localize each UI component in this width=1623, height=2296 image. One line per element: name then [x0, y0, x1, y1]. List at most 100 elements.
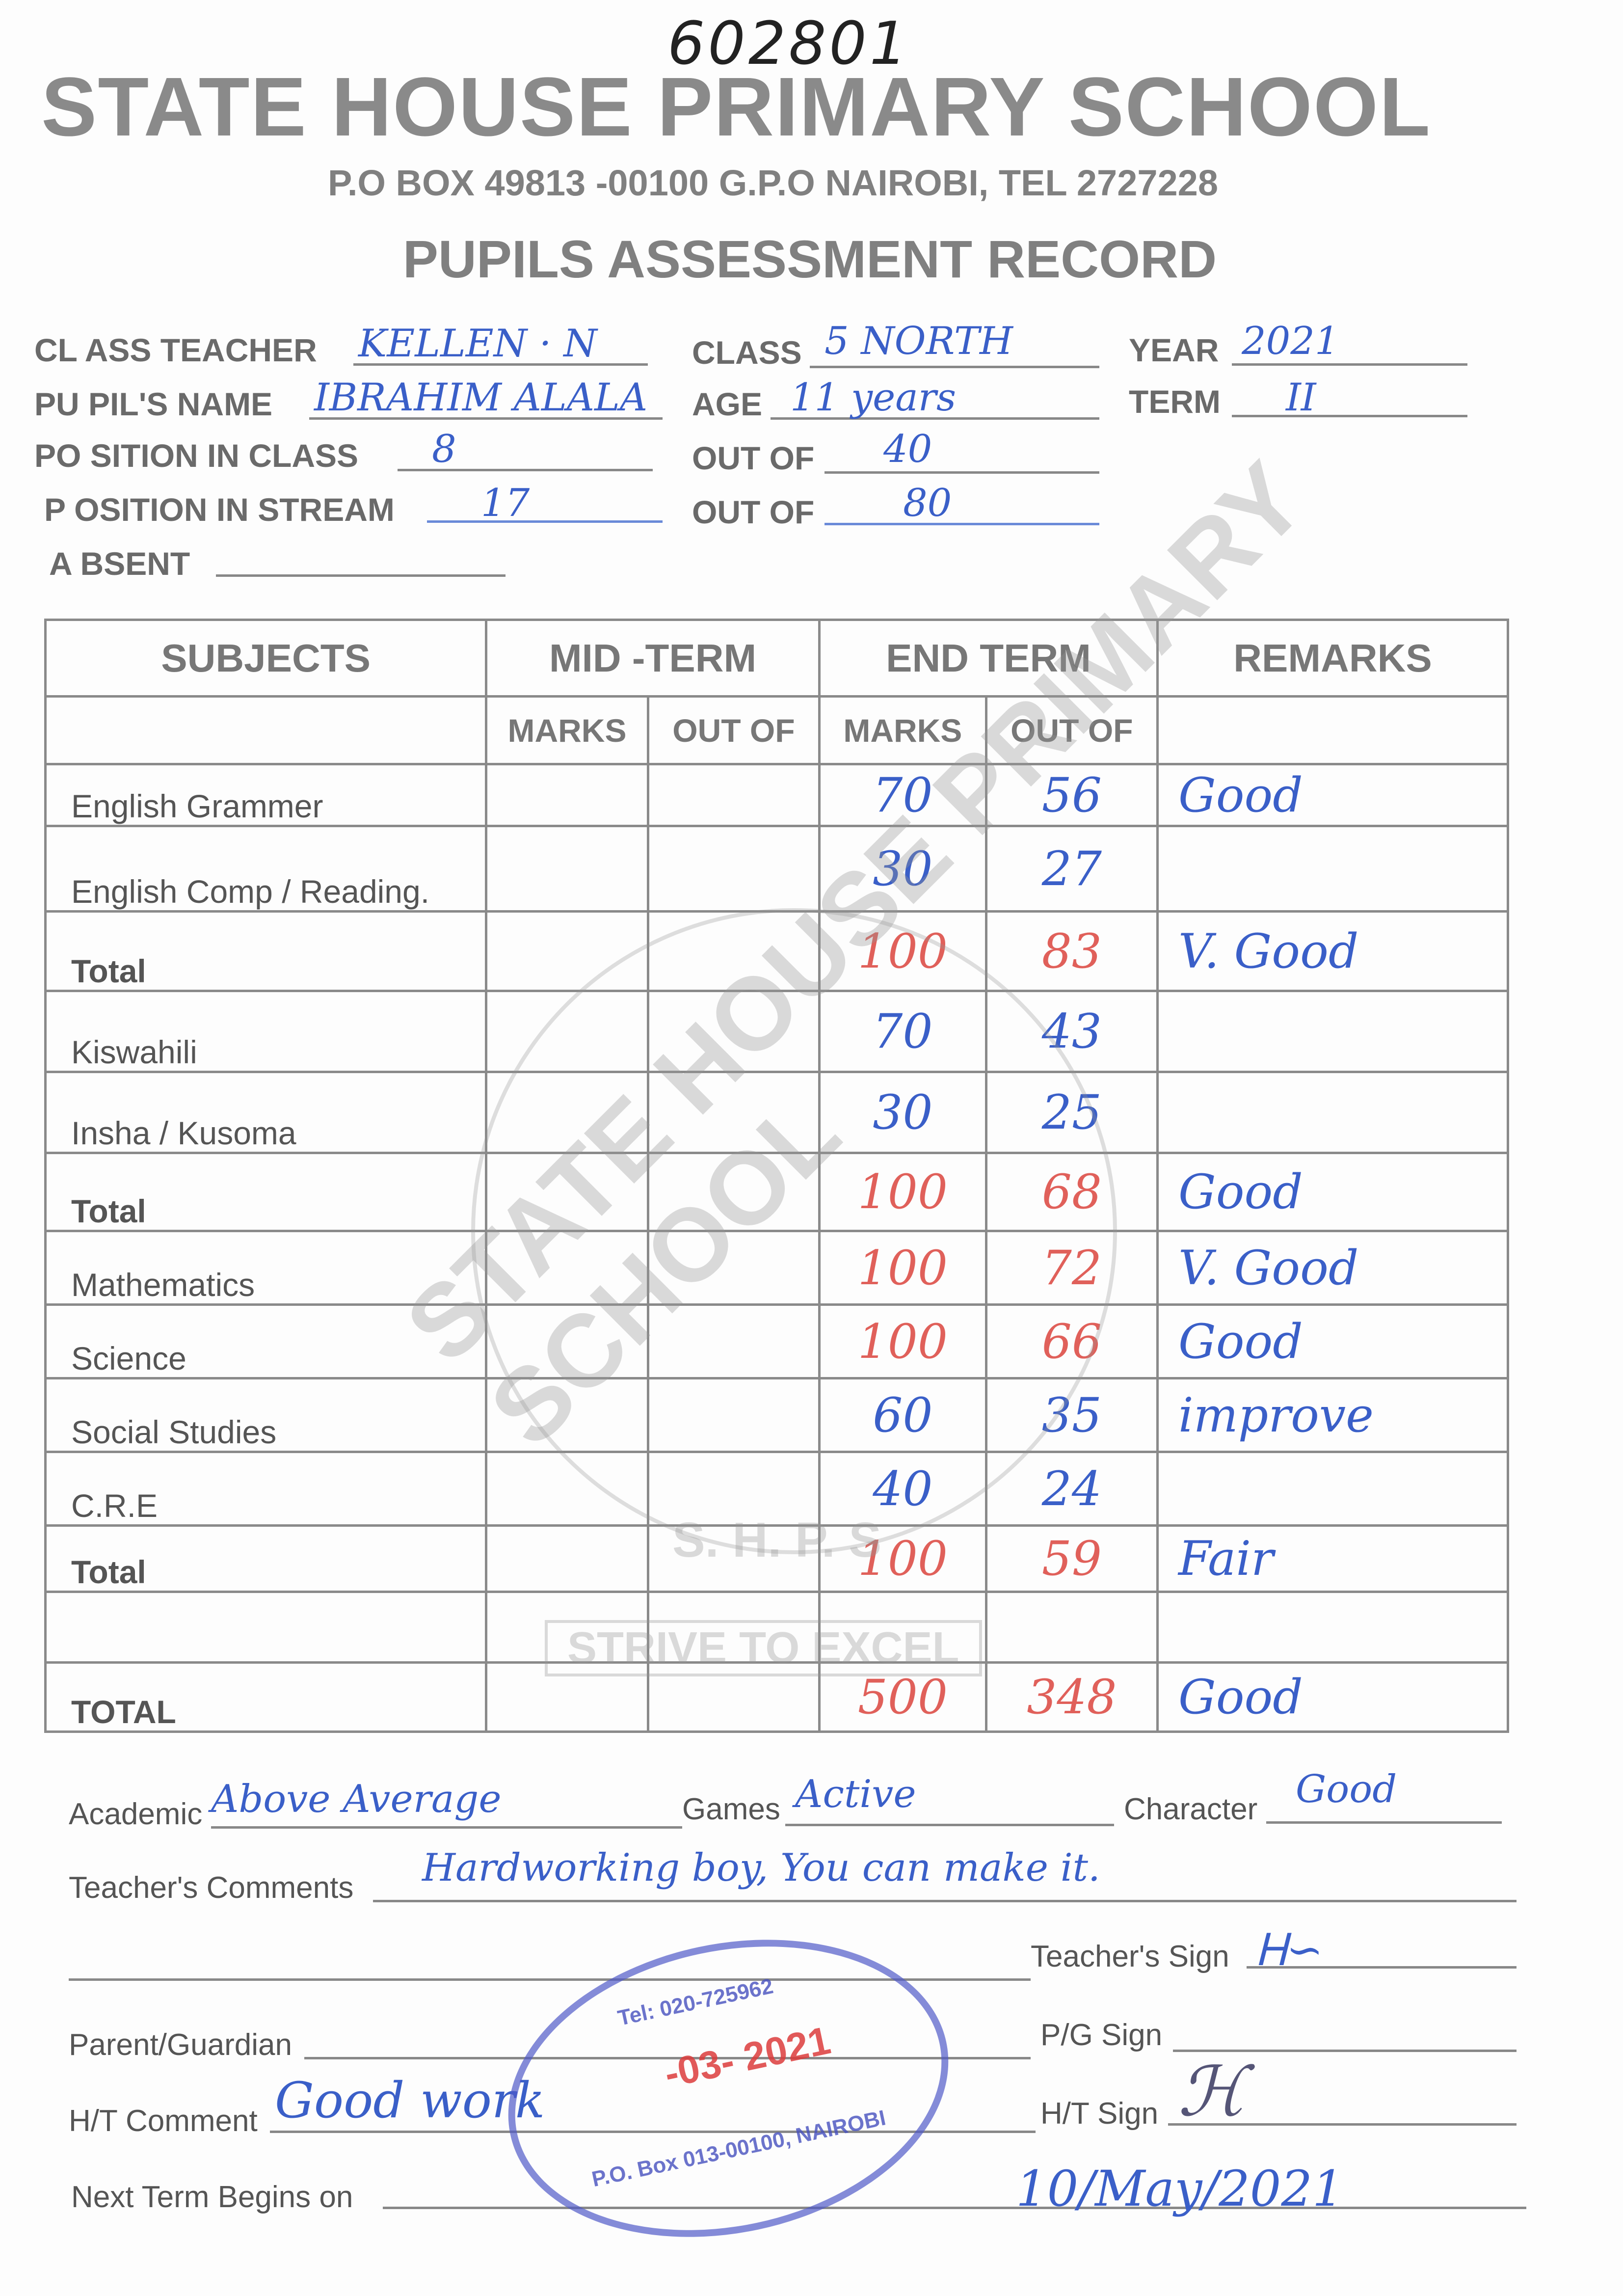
cell-mid-out-of	[646, 825, 821, 913]
teacher-sign-label: Teacher's Sign	[1031, 1940, 1229, 1973]
cell-remarks: Good	[1156, 763, 1509, 827]
table-header-row: SUBJECTS MID -TERM END TERM REMARKS	[44, 619, 1509, 698]
stamp-date: -03- 2021	[661, 2018, 834, 2096]
subheader-mid-marks: MARKS	[485, 695, 649, 765]
cell-end-out-of: 59	[984, 1524, 1159, 1593]
term-label: TERM	[1129, 383, 1221, 420]
school-stamp: Tel: 020-725962 -03- 2021 P.O. Box 013-0…	[480, 1901, 977, 2276]
academic-value: Above Average	[211, 1777, 502, 1821]
cell-mid-marks	[485, 763, 649, 827]
header-mid-term: MID -TERM	[485, 619, 821, 698]
cell-remarks: Good	[1156, 1303, 1509, 1379]
cell-remarks	[1156, 1591, 1509, 1664]
out-of-stream-value: 80	[903, 481, 952, 525]
cell-end-out-of: 27	[984, 825, 1159, 913]
age-label: AGE	[692, 386, 763, 422]
table-row: TOTAL 500 348 Good	[44, 1661, 1509, 1733]
year-label: YEAR	[1129, 332, 1219, 368]
cell-end-out-of	[984, 1591, 1159, 1664]
school-name: STATE HOUSE PRIMARY SCHOOL	[41, 60, 1431, 154]
out-of-stream-label: OUT OF	[692, 494, 815, 530]
character-label: Character	[1124, 1792, 1258, 1826]
cell-remarks	[1156, 825, 1509, 913]
cell-subject: C.R.E	[44, 1451, 488, 1527]
watermark-seal	[471, 908, 1117, 1554]
next-term-value: 10/May/2021	[1016, 2160, 1344, 2217]
cell-end-out-of: 24	[984, 1451, 1159, 1527]
cell-subject: Total	[44, 910, 488, 992]
cell-subject: Total	[44, 1152, 488, 1232]
pupil-name-value: IBRAHIM ALALA	[314, 376, 648, 420]
ht-signature: ℋ	[1178, 2052, 1246, 2132]
header-subjects: SUBJECTS	[44, 619, 488, 698]
cell-mid-marks	[485, 1524, 649, 1593]
cell-subject: Social Studies	[44, 1377, 488, 1453]
cell-subject: Mathematics	[44, 1230, 488, 1306]
position-class-value: 8	[432, 427, 456, 471]
absent-label: A BSENT	[49, 545, 190, 582]
school-address: P.O BOX 49813 -00100 G.P.O NAIROBI, TEL …	[328, 162, 1218, 203]
cell-subject	[44, 1591, 488, 1664]
watermark-motto: STRIVE TO EXCEL	[545, 1620, 982, 1676]
class-teacher-value: KELLEN · N	[358, 322, 597, 366]
cell-subject: TOTAL	[44, 1661, 488, 1733]
academic-label: Academic	[69, 1797, 203, 1831]
cell-remarks	[1156, 1071, 1509, 1154]
class-value: 5 NORTH	[825, 319, 1013, 363]
watermark-initials: S. H. P. S	[672, 1513, 882, 1567]
term-value: II	[1286, 376, 1316, 420]
age-value: 11 years	[790, 376, 957, 420]
reference-number: 602801	[667, 10, 910, 78]
teacher-comments-value: Hardworking boy, You can make it.	[422, 1846, 1100, 1890]
cell-mid-out-of	[646, 763, 821, 827]
cell-subject: English Comp / Reading.	[44, 825, 488, 913]
cell-subject: Total	[44, 1524, 488, 1593]
out-of-class-value: 40	[883, 427, 932, 471]
cell-end-out-of: 83	[984, 910, 1159, 992]
parent-guardian-label: Parent/Guardian	[69, 2028, 292, 2062]
cell-mid-out-of	[646, 1661, 821, 1733]
cell-subject: Insha / Kusoma	[44, 1071, 488, 1154]
header-remarks: REMARKS	[1156, 619, 1509, 698]
ht-comment-value: Good work	[275, 2072, 545, 2129]
position-stream-label: P OSITION IN STREAM	[44, 491, 395, 528]
subheader-mid-out-of: OUT OF	[646, 695, 821, 765]
games-value: Active	[795, 1772, 916, 1816]
cell-remarks: V. Good	[1156, 910, 1509, 992]
cell-mid-marks	[485, 910, 649, 992]
cell-remarks: V. Good	[1156, 1230, 1509, 1306]
table-subheader-row: MARKS OUT OF MARKS OUT OF	[44, 695, 1509, 765]
teacher-signature: Ꮋ∽	[1256, 1924, 1324, 1976]
cell-mid-marks	[485, 825, 649, 913]
table-row: Total 100 59 Fair	[44, 1524, 1509, 1593]
teacher-comments-label: Teacher's Comments	[69, 1871, 354, 1905]
year-value: 2021	[1242, 319, 1339, 363]
cell-remarks	[1156, 990, 1509, 1073]
cell-mid-marks	[485, 1661, 649, 1733]
table-row: English Comp / Reading. 30 27	[44, 825, 1509, 913]
cell-end-out-of: 348	[984, 1661, 1159, 1733]
cell-subject: Kiswahili	[44, 990, 488, 1073]
subheader-end-marks: MARKS	[818, 695, 987, 765]
record-title: PUPILS ASSESSMENT RECORD	[402, 229, 1217, 289]
cell-remarks: Good	[1156, 1661, 1509, 1733]
cell-end-out-of: 56	[984, 763, 1159, 827]
cell-remarks: Fair	[1156, 1524, 1509, 1593]
ht-comment-label: H/T Comment	[69, 2104, 258, 2138]
table-row	[44, 1591, 1509, 1664]
subheader-end-out-of: OUT OF	[984, 695, 1159, 765]
next-term-label: Next Term Begins on	[71, 2180, 353, 2214]
games-label: Games	[682, 1792, 780, 1826]
class-teacher-label: CL ASS TEACHER	[34, 332, 317, 368]
position-stream-value: 17	[481, 481, 530, 525]
cell-mid-out-of	[646, 1591, 821, 1664]
cell-remarks: Good	[1156, 1152, 1509, 1232]
out-of-class-label: OUT OF	[692, 440, 815, 476]
cell-mid-marks	[485, 1591, 649, 1664]
cell-end-marks: 500	[818, 1661, 987, 1733]
stamp-box: P.O. Box 013-00100, NAIROBI	[589, 2106, 888, 2192]
cell-subject: Science	[44, 1303, 488, 1379]
cell-remarks: improve	[1156, 1377, 1509, 1453]
table-row: English Grammer 70 56 Good	[44, 763, 1509, 827]
cell-end-marks	[818, 1591, 987, 1664]
